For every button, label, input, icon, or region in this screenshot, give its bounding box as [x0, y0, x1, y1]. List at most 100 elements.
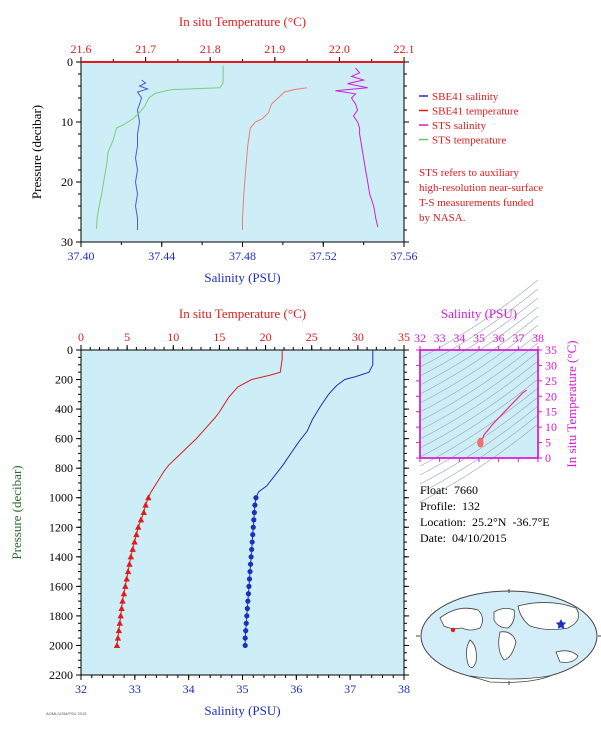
temperature-marker [115, 627, 123, 634]
bottom-axis-label: Salinity (PSU) [204, 703, 280, 718]
salinity-marker [244, 613, 250, 619]
top-axis-label: In situ Temperature (°C) [179, 14, 306, 29]
y-tick-label: 1200 [49, 520, 73, 534]
density-contour [419, 342, 539, 422]
ts-x-tick-label: 34 [453, 331, 465, 345]
top-tick-label: 22.1 [394, 42, 415, 56]
ts-y-tick-label: 20 [545, 389, 557, 403]
ts-x-axis-label: Salinity (PSU) [441, 306, 517, 321]
density-contour [419, 387, 539, 467]
ts-y-tick-label: 15 [545, 405, 557, 419]
y-tick-label: 0 [67, 55, 73, 69]
temperature-marker [127, 553, 135, 560]
legend-label: SBE41 salinity [432, 91, 499, 103]
temperature-marker [113, 641, 121, 648]
ts-y-tick-label: 10 [545, 420, 557, 434]
top-tick-label: 21.8 [200, 42, 221, 56]
salinity-marker [245, 598, 251, 604]
sts-note-line: by NASA. [419, 212, 466, 224]
bottom-tick-label: 37.44 [148, 249, 175, 263]
salinity-marker [252, 502, 258, 508]
main-profile-panel: 0 5 10 15 20 25 30 35 In situ Temperature (°C) 32… [9, 306, 410, 718]
y-tick-label: 1600 [49, 579, 73, 593]
salinity-marker [248, 554, 254, 560]
density-contour [419, 333, 539, 413]
top-tick-label: 5 [124, 330, 130, 344]
ts-y-axis-label: In situ Temperature (°C) [564, 340, 579, 467]
sts-note-line: high-resolution near-surface [419, 182, 543, 194]
y-tick-label: 30 [61, 235, 73, 249]
ts-y-tick-label: 30 [545, 358, 557, 372]
density-contour [419, 297, 539, 377]
bottom-tick-label: 35 [237, 682, 249, 696]
bottom-tick-label: 37 [344, 682, 356, 696]
density-contour [419, 423, 539, 503]
profile-number: Profile: 132 [420, 499, 480, 513]
temperature-marker [131, 538, 138, 545]
temperature-marker [118, 605, 125, 612]
legend: SBE41 salinity SBE41 temperature STS salin… [419, 91, 543, 224]
top-tick-label: 21.9 [264, 42, 285, 56]
world-map-globe [416, 589, 601, 685]
y-tick-label: 1400 [49, 550, 73, 564]
float-location-marker [450, 627, 456, 633]
float-info: Float: 7660 Profile: 132 Location: 25.2°… [420, 482, 550, 546]
temperature-marker [133, 531, 140, 538]
top-tick-label: 21.6 [71, 42, 92, 56]
salinity-marker [250, 524, 256, 530]
temperature-marker [126, 560, 133, 567]
temperature-marker [135, 523, 142, 530]
density-contour [419, 324, 539, 404]
continent [466, 639, 477, 668]
ts-y-tick-label: 35 [545, 343, 557, 357]
salinity-marker [250, 532, 256, 538]
legend-label: STS salinity [432, 120, 487, 132]
bottom-tick-label: 37.56 [391, 249, 418, 263]
density-contour [419, 378, 539, 458]
bottom-tick-label: 37.48 [229, 249, 256, 263]
density-contour [419, 369, 539, 449]
temperature-marker [116, 619, 123, 626]
series-line-sts-salinity [335, 67, 379, 228]
ts-y-tick-label: 0 [545, 451, 551, 465]
temperature-marker [129, 545, 136, 552]
location: Location: 25.2°N -36.7°E [420, 515, 550, 529]
top-tick-label: 35 [398, 330, 410, 344]
ts-x-tick-label: 37 [512, 331, 524, 345]
temperature-marker [145, 494, 152, 501]
top-tick-label: 0 [78, 330, 84, 344]
y-tick-label: 400 [55, 402, 73, 416]
float-number: Float: 7660 [420, 483, 479, 497]
salinity-marker [251, 517, 257, 523]
ts-y-tick-label: 5 [545, 436, 551, 450]
footer-credit: AOML/USM/FSU 2015 [46, 711, 87, 716]
y-tick-label: 800 [55, 461, 73, 475]
continent [493, 608, 515, 629]
temperature-marker [120, 590, 128, 597]
salinity-marker [251, 509, 257, 516]
date: Date: 04/10/2015 [420, 531, 507, 545]
y-tick-label: 600 [55, 432, 73, 446]
legend-label: SBE41 temperature [432, 106, 519, 118]
y-tick-label: 1800 [49, 609, 73, 623]
density-contour [419, 288, 539, 368]
salinity-marker [249, 539, 255, 545]
continent [498, 631, 517, 661]
salinity-marker [246, 583, 252, 589]
y-tick-label: 0 [67, 343, 73, 357]
sts-note-line: STS refers to auxiliary [419, 167, 519, 179]
ts-x-tick-label: 36 [493, 331, 505, 345]
series-line-sbe41-salinity [134, 79, 150, 230]
temperature-marker [119, 597, 126, 604]
bottom-axis-label: Salinity (PSU) [204, 270, 280, 285]
salinity-marker [244, 605, 250, 612]
ts-x-tick-label: 35 [473, 331, 485, 345]
salinity-marker [247, 561, 254, 567]
salinity-marker [247, 568, 253, 575]
bottom-tick-label: 32 [75, 682, 87, 696]
y-axis-label: Pressure (decibar) [9, 465, 24, 559]
star-marker [555, 619, 567, 629]
temperature-marker [140, 509, 147, 515]
